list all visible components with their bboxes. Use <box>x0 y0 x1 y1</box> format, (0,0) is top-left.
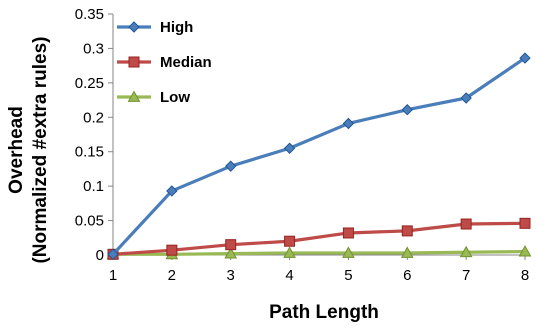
y-tick-label: 0.1 <box>83 178 104 195</box>
legend-label: Low <box>160 89 190 106</box>
legend-item-median: Median <box>117 54 212 71</box>
data-point-low <box>459 245 473 258</box>
legend-swatch-marker <box>128 21 140 33</box>
data-point-high <box>342 117 355 130</box>
data-point-low <box>518 245 532 257</box>
y-tick-label: 0.35 <box>75 6 104 23</box>
series-line-high <box>111 56 526 256</box>
series-median <box>107 217 531 260</box>
y-tick-label: 0.05 <box>75 213 104 230</box>
legend-label: High <box>160 19 193 36</box>
data-point-median <box>342 227 354 239</box>
data-point-high <box>107 248 119 261</box>
y-axis: 0 0.05 0.1 0.15 0.2 0.25 0.3 0.35 <box>75 6 114 264</box>
x-tick-label: 8 <box>521 267 529 284</box>
y-tick-label: 0 <box>96 247 104 264</box>
data-point-high <box>401 104 413 116</box>
x-axis: 1 2 3 4 5 6 7 8 <box>109 254 529 284</box>
series-high <box>107 52 531 261</box>
x-tick-label: 7 <box>462 267 470 284</box>
y-tick-label: 0.3 <box>83 40 104 57</box>
data-point-high <box>166 185 178 197</box>
y-tick-label: 0.15 <box>75 144 104 161</box>
series-layer <box>106 52 532 261</box>
data-point-high <box>225 160 237 172</box>
y-axis-title-line-1: Overhead <box>6 106 27 194</box>
data-point-median <box>460 218 472 230</box>
data-point-low <box>400 246 414 258</box>
legend-swatch-marker <box>127 90 141 102</box>
data-point-high <box>460 92 472 104</box>
x-tick-label: 3 <box>227 267 235 284</box>
data-point-high <box>519 52 531 64</box>
legend-item-high: High <box>117 19 193 36</box>
data-point-median <box>166 244 178 256</box>
y-tick-label: 0.25 <box>75 75 104 92</box>
legend-item-low: Low <box>117 89 190 106</box>
data-point-low <box>342 246 355 258</box>
data-point-high <box>283 142 296 154</box>
x-tick-label: 2 <box>168 267 176 284</box>
data-point-median <box>284 235 296 247</box>
series-line-low <box>113 249 526 256</box>
legend-swatch-marker <box>128 56 140 68</box>
x-tick-label: 1 <box>109 267 117 284</box>
data-point-low <box>224 247 238 259</box>
y-axis-title-line-2: (Normalized #extra rules) <box>30 36 51 263</box>
x-tick-label: 5 <box>344 267 352 284</box>
legend: High Median Low <box>117 19 212 106</box>
y-tick-label: 0.2 <box>83 109 104 126</box>
data-point-median <box>519 217 531 229</box>
x-tick-label: 6 <box>403 267 411 284</box>
legend-label: Median <box>160 54 212 71</box>
data-point-low <box>283 246 296 258</box>
series-line-median <box>112 221 526 256</box>
data-point-median <box>225 239 237 251</box>
y-axis-title: Overhead (Normalized #extra rules) <box>6 36 51 263</box>
x-axis-title: Path Length <box>269 302 379 323</box>
data-point-median <box>401 225 413 237</box>
x-tick-label: 4 <box>285 267 293 284</box>
